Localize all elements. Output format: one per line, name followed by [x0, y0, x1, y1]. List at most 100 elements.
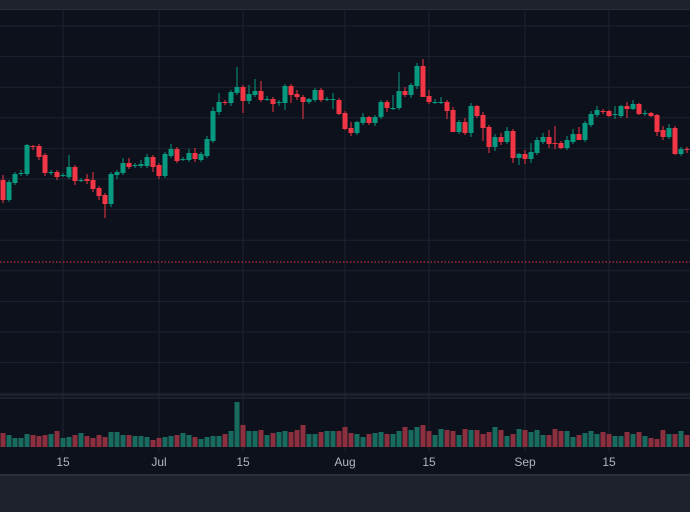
candle-body	[661, 130, 666, 137]
volume-bar	[43, 435, 48, 447]
candle-body	[103, 195, 108, 204]
candle-body	[139, 164, 144, 166]
candle-body	[469, 106, 474, 133]
volume-bar	[619, 436, 624, 447]
volume-bar	[289, 432, 294, 447]
candle-body	[667, 128, 672, 137]
candle-body	[301, 97, 306, 102]
candle-body	[199, 154, 204, 160]
volume-bar	[475, 430, 480, 447]
volume-bar	[589, 431, 594, 447]
volume-bar	[241, 425, 246, 447]
candle-body	[37, 146, 42, 157]
candle-body	[529, 152, 534, 159]
candle-body	[271, 99, 276, 104]
volume-bar	[469, 430, 474, 447]
candle-body	[235, 87, 240, 93]
candle-body	[547, 137, 552, 144]
candle-body	[31, 146, 36, 147]
volume-bar	[601, 432, 606, 447]
candle-body	[523, 154, 528, 159]
candle-body	[91, 180, 96, 189]
candle-body	[421, 66, 426, 97]
volume-bar	[19, 438, 24, 447]
volume-bar	[661, 430, 666, 447]
volume-bar	[199, 439, 204, 447]
volume-bar	[319, 432, 324, 447]
x-tick-label: 15	[602, 455, 616, 469]
candle-body	[463, 122, 468, 133]
candle-body	[109, 174, 114, 204]
volume-bar	[229, 431, 234, 447]
volume-bar	[73, 435, 78, 447]
candle-body	[391, 108, 396, 109]
volume-bar	[127, 435, 132, 447]
volume-bar	[625, 432, 630, 447]
volume-bar	[49, 434, 54, 447]
candle-body	[121, 163, 126, 173]
volume-bar	[331, 431, 336, 447]
candle-body	[481, 115, 486, 128]
candle-body	[13, 174, 18, 183]
volume-bar	[487, 432, 492, 447]
candle-body	[541, 137, 546, 142]
volume-bar	[217, 436, 222, 447]
candle-body	[409, 85, 414, 95]
volume-bar	[91, 438, 96, 447]
x-tick-label: Aug	[334, 455, 355, 469]
volume-bar	[517, 429, 522, 447]
candle-body	[43, 155, 48, 173]
candle-body	[307, 99, 312, 102]
volume-bar	[307, 434, 312, 447]
volume-bar	[535, 430, 540, 447]
candle-body	[517, 154, 522, 158]
volume-bar	[115, 432, 120, 447]
volume-bar	[151, 440, 156, 447]
candle-body	[151, 157, 156, 167]
volume-bar	[55, 431, 60, 447]
candle-body	[583, 123, 588, 140]
candle-body	[247, 94, 252, 101]
candle-body	[187, 153, 192, 160]
candle-body	[535, 140, 540, 153]
volume-bar	[547, 435, 552, 447]
volume-bar	[247, 431, 252, 447]
x-tick-label: Jul	[151, 455, 166, 469]
candle-body	[253, 91, 258, 95]
candle-body	[373, 117, 378, 123]
volume-bar	[379, 432, 384, 447]
volume-bar	[271, 433, 276, 447]
candle-body	[7, 182, 12, 200]
volume-bar	[415, 427, 420, 447]
candle-body	[601, 111, 606, 112]
volume-bar	[655, 439, 660, 447]
candle-body	[79, 180, 84, 181]
candle-body	[223, 102, 228, 103]
volume-bar	[193, 437, 198, 447]
volume-bar	[103, 437, 108, 447]
volume-bar	[265, 435, 270, 447]
volume-bar	[7, 435, 12, 447]
volume-bar	[25, 434, 30, 447]
candle-body	[511, 131, 516, 158]
candle-body	[325, 99, 330, 100]
candle-body	[331, 99, 336, 100]
volume-bar	[175, 435, 180, 447]
candle-body	[55, 172, 60, 177]
candle-body	[115, 172, 120, 175]
candle-body	[445, 102, 450, 111]
volume-bar	[427, 431, 432, 447]
volume-bar	[613, 436, 618, 447]
volume-bar	[295, 430, 300, 447]
volume-bar	[361, 437, 366, 447]
volume-bar	[343, 427, 348, 447]
x-tick-label: 15	[422, 455, 436, 469]
volume-bar	[481, 434, 486, 447]
candle-body	[181, 159, 186, 160]
volume-bar	[253, 431, 258, 447]
volume-bar	[163, 437, 168, 447]
candle-body	[655, 115, 660, 132]
candle-body	[97, 188, 102, 196]
